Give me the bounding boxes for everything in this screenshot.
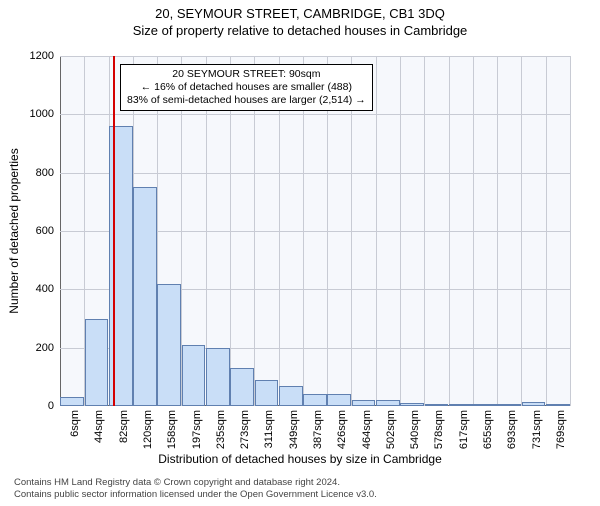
x-tick-label: 769sqm [555, 410, 567, 449]
grid-line [497, 56, 498, 406]
y-tick-label: 1200 [30, 50, 60, 62]
x-tick-label: 158sqm [166, 410, 178, 449]
y-tick-label: 600 [36, 225, 60, 237]
annotation-box: 20 SEYMOUR STREET: 90sqm← 16% of detache… [120, 64, 373, 111]
histogram-bar [376, 400, 400, 406]
histogram-bar [473, 404, 497, 406]
grid-line [60, 173, 570, 174]
page-title: 20, SEYMOUR STREET, CAMBRIDGE, CB1 3DQ [0, 6, 600, 21]
grid-line [521, 56, 522, 406]
x-tick-label: 387sqm [312, 410, 324, 449]
grid-line [546, 56, 547, 406]
x-tick-label: 617sqm [458, 410, 470, 449]
histogram-bar [206, 348, 230, 406]
annotation-line: ← 16% of detached houses are smaller (48… [127, 81, 366, 94]
grid-line [400, 56, 401, 406]
y-tick-label: 1000 [30, 108, 60, 120]
grid-line [60, 114, 570, 115]
x-tick-label: 426sqm [336, 410, 348, 449]
histogram-bar [546, 404, 570, 406]
chart-container: 20, SEYMOUR STREET, CAMBRIDGE, CB1 3DQ S… [0, 6, 600, 506]
x-axis-label: Distribution of detached houses by size … [0, 452, 600, 466]
y-tick-label: 0 [48, 400, 60, 412]
x-tick-label: 540sqm [409, 410, 421, 449]
footer-line: Contains HM Land Registry data © Crown c… [14, 477, 377, 488]
grid-line [570, 56, 571, 406]
plot-area: 0200400600800100012006sqm44sqm82sqm120sq… [60, 56, 570, 406]
x-tick-label: 44sqm [93, 410, 105, 443]
y-tick-label: 400 [36, 283, 60, 295]
x-tick-label: 311sqm [263, 410, 275, 448]
x-tick-label: 82sqm [118, 410, 130, 443]
grid-line [449, 56, 450, 406]
page-subtitle: Size of property relative to detached ho… [0, 23, 600, 38]
y-axis-label: Number of detached properties [7, 148, 21, 313]
x-tick-label: 273sqm [239, 410, 251, 449]
histogram-bar [109, 126, 133, 406]
grid-line [473, 56, 474, 406]
footer-attribution: Contains HM Land Registry data © Crown c… [14, 477, 377, 500]
histogram-bar [400, 403, 424, 406]
histogram-bar [279, 386, 303, 406]
footer-line: Contains public sector information licen… [14, 489, 377, 500]
histogram-bar [157, 284, 181, 407]
histogram-bar [60, 397, 84, 406]
annotation-line: 83% of semi-detached houses are larger (… [127, 94, 366, 107]
y-tick-label: 200 [36, 342, 60, 354]
annotation-line: 20 SEYMOUR STREET: 90sqm [127, 68, 366, 81]
grid-line [376, 56, 377, 406]
y-tick-label: 800 [36, 167, 60, 179]
x-tick-label: 120sqm [142, 410, 154, 449]
x-tick-label: 197sqm [191, 410, 203, 449]
grid-line [60, 56, 570, 57]
x-tick-label: 655sqm [482, 410, 494, 449]
histogram-bar [230, 368, 254, 406]
property-marker-line [113, 56, 115, 406]
histogram-bar [449, 404, 473, 406]
histogram-bar [303, 394, 327, 406]
histogram-bar [182, 345, 206, 406]
histogram-bar [497, 404, 521, 406]
x-tick-label: 464sqm [361, 410, 373, 449]
histogram-bar [425, 404, 449, 406]
x-tick-label: 578sqm [433, 410, 445, 449]
histogram-bar [133, 187, 157, 406]
x-tick-label: 235sqm [215, 410, 227, 449]
histogram-bar [327, 394, 351, 406]
x-tick-label: 731sqm [531, 410, 543, 449]
histogram-bar [85, 319, 109, 407]
histogram-bar [255, 380, 279, 406]
x-tick-label: 6sqm [69, 410, 81, 437]
histogram-bar [352, 400, 376, 406]
x-tick-label: 693sqm [506, 410, 518, 449]
x-tick-label: 502sqm [385, 410, 397, 449]
x-tick-label: 349sqm [288, 410, 300, 449]
histogram-bar [522, 402, 546, 406]
grid-line [424, 56, 425, 406]
